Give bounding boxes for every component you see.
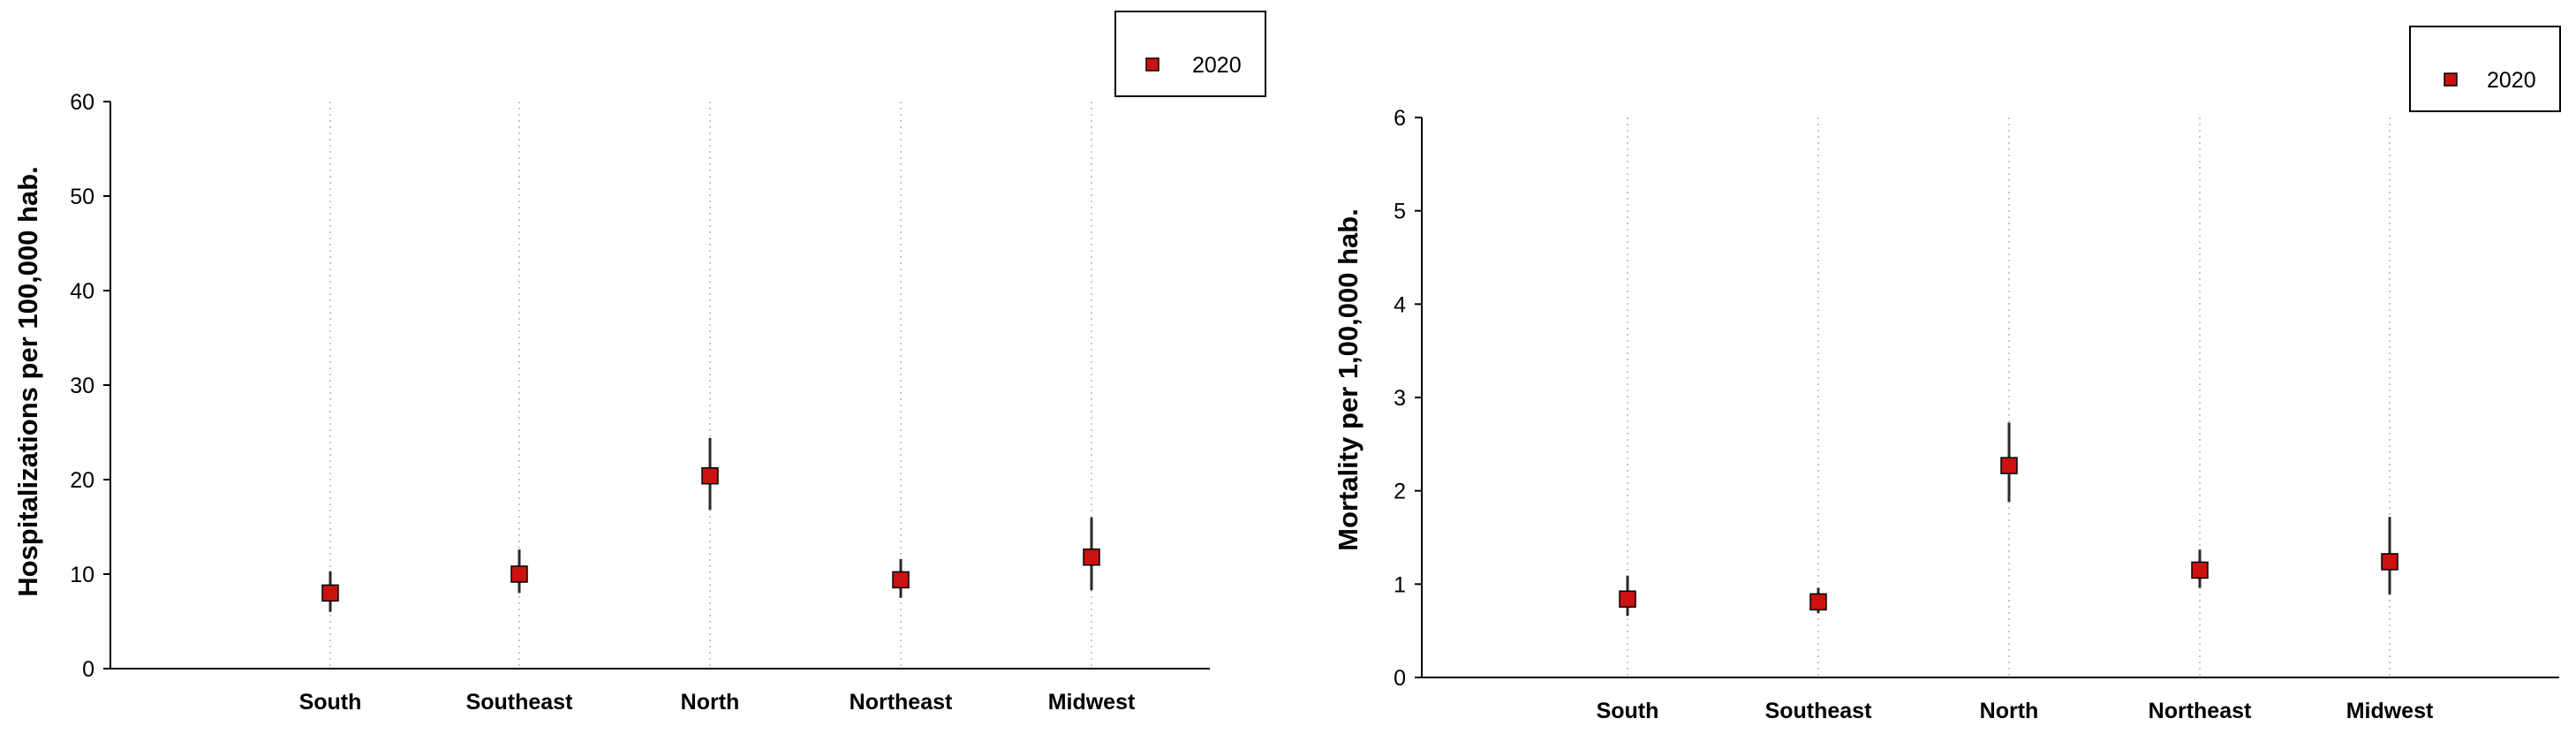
legend: 2020	[2409, 26, 2561, 112]
x-category-label: Southeast	[466, 690, 574, 715]
y-tick-label: 1	[1394, 572, 1406, 597]
y-tick-label: 60	[70, 90, 94, 115]
legend-box	[2409, 26, 2561, 112]
y-axis-ticks: 0 1 2 3 4 5 6	[1394, 106, 1422, 691]
data-point	[1809, 593, 1827, 611]
legend-box	[1114, 11, 1266, 97]
x-axis-category-labels: South Southeast North Northeast Midwest	[299, 690, 1136, 715]
y-tick-label: 6	[1394, 106, 1406, 131]
y-axis-title: Hospitalizations per 100,000 hab.	[12, 166, 43, 597]
data-point	[892, 571, 910, 589]
data-points	[321, 437, 1100, 612]
mortality-chart: Mortality per 1,00,000 hab. 0 1 2 3 4 5 6 Sout…	[1333, 26, 2561, 723]
x-category-label: Midwest	[2346, 699, 2434, 723]
x-category-label: South	[1597, 699, 1659, 723]
y-axis-ticks: 0 10 20 30 40 50 60	[70, 90, 110, 682]
data-point	[701, 466, 719, 485]
x-category-label: Northeast	[2149, 699, 2252, 723]
x-category-label: North	[681, 690, 740, 715]
data-point	[1083, 548, 1100, 566]
y-tick-label: 10	[70, 563, 94, 587]
legend-marker	[2444, 72, 2458, 87]
x-category-label: North	[1980, 699, 2039, 723]
y-tick-label: 0	[82, 657, 94, 682]
data-point	[2381, 553, 2398, 571]
data-point	[1619, 590, 1636, 608]
hospitalizations-chart: Hospitalizations per 100,000 hab. 0 10 20 3…	[12, 11, 1266, 715]
x-category-label: Northeast	[850, 690, 953, 715]
y-tick-label: 4	[1394, 292, 1406, 317]
legend-label: 2020	[1192, 53, 1242, 78]
x-category-label: Midwest	[1048, 690, 1136, 715]
legend-marker	[1145, 57, 1160, 72]
category-gridlines	[329, 102, 1092, 669]
axes	[110, 102, 1210, 670]
y-tick-label: 30	[70, 374, 94, 398]
data-point	[2000, 457, 2018, 474]
y-tick-label: 50	[70, 185, 94, 209]
data-point	[321, 584, 339, 602]
y-tick-label: 3	[1394, 386, 1406, 411]
data-point	[2191, 561, 2209, 579]
y-tick-label: 20	[70, 468, 94, 493]
category-gridlines	[1627, 117, 2391, 677]
y-axis-title: Mortality per 1,00,000 hab.	[1333, 208, 1364, 551]
legend: 2020	[1114, 11, 1266, 97]
y-tick-label: 0	[1394, 666, 1406, 691]
y-tick-label: 40	[70, 279, 94, 304]
y-tick-label: 2	[1394, 480, 1406, 504]
legend-label: 2020	[2487, 68, 2536, 93]
data-points	[1619, 422, 2398, 617]
data-point	[510, 565, 528, 583]
x-category-label: South	[299, 690, 362, 715]
x-axis-category-labels: South Southeast North Northeast Midwest	[1597, 699, 2434, 723]
x-category-label: Southeast	[1765, 699, 1873, 723]
axes	[1421, 117, 2559, 678]
y-tick-label: 5	[1394, 200, 1406, 224]
